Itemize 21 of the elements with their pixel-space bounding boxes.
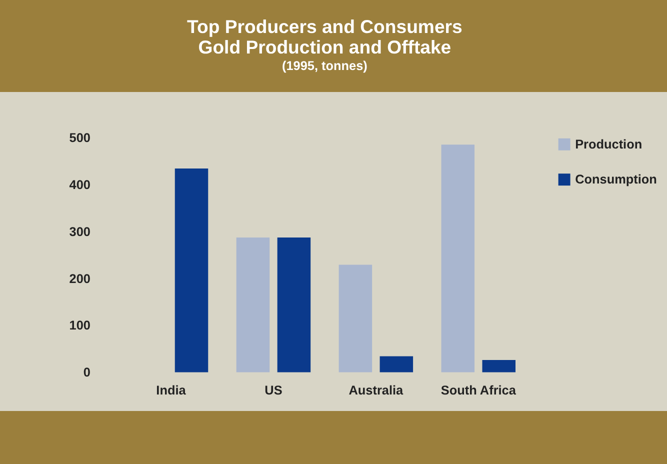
bar [277,238,311,372]
y-tick-label: 100 [69,318,90,333]
bar [441,144,475,372]
bar [338,264,372,372]
bar [236,238,270,372]
chart-subtitle: (1995, tonnes) [282,58,368,74]
y-tick-label: 200 [69,270,90,286]
bar [380,356,414,372]
bar [174,168,208,372]
x-tick-label: India [156,382,187,398]
x-tick-label: South Africa [440,382,517,398]
x-tick-label: Australia [348,382,404,398]
y-tick-label: 0 [83,364,90,380]
y-tick-label: 500 [69,130,90,145]
legend-label: Consumption [575,171,657,186]
x-tick-label: US [264,382,282,398]
legend-label: Production [575,136,642,152]
chart-title: Top Producers and Consumers Gold Production and Offtake [187,16,462,58]
y-tick-label: 400 [69,176,90,192]
y-tick-label: 300 [69,224,90,239]
bar [482,360,516,372]
